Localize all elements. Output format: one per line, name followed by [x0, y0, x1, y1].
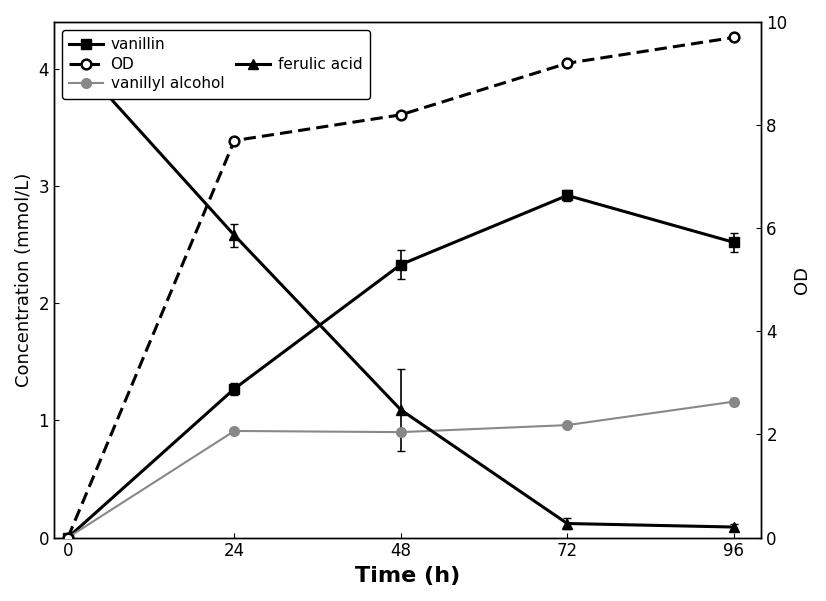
vanillyl alcohol: [729, 398, 738, 405]
OD: [729, 34, 738, 41]
vanillyl alcohol: [63, 534, 73, 541]
vanillyl alcohol: [396, 429, 406, 436]
vanillin: [563, 192, 572, 199]
X-axis label: Time (h): Time (h): [355, 566, 460, 586]
ferulic acid: [230, 231, 240, 239]
vanillyl alcohol: [230, 427, 240, 435]
OD: [563, 59, 572, 67]
Y-axis label: Concentration (mmol/L): Concentration (mmol/L): [15, 172, 33, 387]
Line: vanillin: vanillin: [63, 191, 738, 543]
ferulic acid: [396, 406, 406, 413]
ferulic acid: [563, 520, 572, 527]
vanillin: [63, 534, 73, 541]
OD: [230, 137, 240, 144]
ferulic acid: [729, 523, 738, 531]
Y-axis label: OD: OD: [793, 266, 811, 294]
ferulic acid: [63, 47, 73, 55]
OD: [396, 111, 406, 118]
vanillin: [729, 239, 738, 246]
Line: vanillyl alcohol: vanillyl alcohol: [63, 397, 738, 543]
vanillyl alcohol: [563, 421, 572, 429]
vanillin: [396, 261, 406, 268]
Line: ferulic acid: ferulic acid: [63, 46, 738, 532]
vanillin: [230, 385, 240, 392]
OD: [63, 534, 73, 541]
Legend: vanillin, OD, vanillyl alcohol, , ferulic acid, : vanillin, OD, vanillyl alcohol, , feruli…: [62, 29, 370, 99]
Line: OD: OD: [63, 32, 738, 543]
